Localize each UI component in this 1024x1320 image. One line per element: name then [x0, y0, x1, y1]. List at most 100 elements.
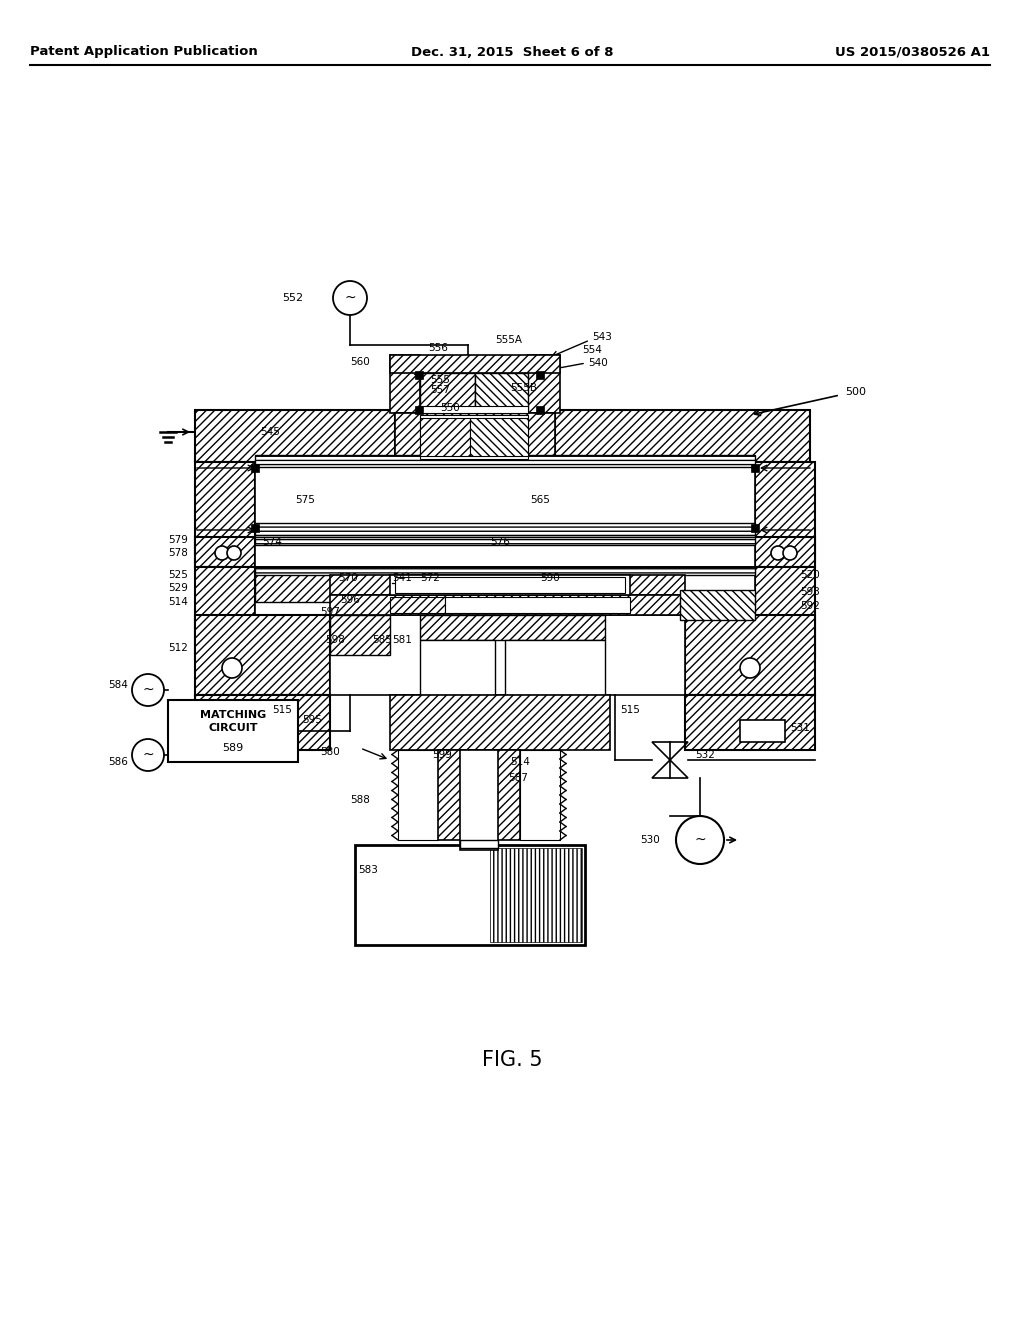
Text: CIRCUIT: CIRCUIT	[208, 723, 258, 733]
Text: 574: 574	[262, 537, 282, 546]
Text: 557: 557	[430, 385, 450, 395]
Bar	[751, 465, 759, 473]
Bar	[415, 371, 423, 379]
Text: 515: 515	[620, 705, 640, 715]
Text: 579: 579	[168, 535, 188, 545]
Text: 555A: 555A	[495, 335, 522, 345]
Text: Dec. 31, 2015  Sheet 6 of 8: Dec. 31, 2015 Sheet 6 of 8	[411, 45, 613, 58]
Text: 599: 599	[432, 750, 452, 760]
Bar	[255, 537, 755, 545]
Bar	[390, 355, 420, 413]
Bar	[415, 407, 423, 414]
Bar	[195, 462, 255, 562]
Bar	[420, 414, 528, 459]
Bar	[390, 576, 630, 595]
Text: 520: 520	[800, 570, 820, 579]
Bar	[255, 568, 755, 657]
Bar	[395, 577, 625, 593]
Bar	[255, 568, 755, 576]
Text: 565: 565	[530, 495, 550, 506]
Text: 552: 552	[282, 293, 303, 304]
Bar	[195, 537, 255, 568]
Text: 555: 555	[430, 375, 450, 385]
Bar	[251, 465, 259, 473]
Text: Patent Application Publication: Patent Application Publication	[30, 45, 258, 58]
Text: 540: 540	[588, 358, 608, 368]
Bar	[755, 537, 815, 568]
Text: 584: 584	[109, 680, 128, 690]
Circle shape	[227, 546, 241, 560]
Text: 515: 515	[272, 705, 292, 715]
Circle shape	[215, 546, 229, 560]
Text: 597: 597	[319, 607, 340, 616]
Circle shape	[132, 675, 164, 706]
Bar	[330, 615, 685, 696]
Text: 514: 514	[168, 597, 188, 607]
Bar	[390, 597, 445, 612]
Bar	[751, 524, 759, 532]
Bar	[195, 568, 255, 657]
Text: 560: 560	[350, 356, 370, 367]
Text: 581: 581	[392, 635, 412, 645]
Text: 586: 586	[109, 756, 128, 767]
Text: 576: 576	[490, 537, 510, 546]
Circle shape	[783, 546, 797, 560]
Bar	[685, 615, 815, 696]
Text: 529: 529	[168, 583, 188, 593]
Circle shape	[676, 816, 724, 865]
Text: 570: 570	[338, 573, 358, 583]
Text: 587: 587	[508, 774, 528, 783]
Bar	[195, 411, 395, 462]
Text: 545: 545	[260, 426, 280, 437]
Bar	[420, 615, 605, 640]
Bar	[390, 355, 560, 374]
Bar	[528, 355, 560, 413]
Bar	[420, 407, 528, 413]
Bar	[255, 455, 755, 467]
Bar	[355, 845, 585, 945]
Text: 532: 532	[695, 750, 715, 760]
Text: 596: 596	[340, 595, 359, 605]
Text: 593: 593	[800, 587, 820, 597]
Text: 595: 595	[302, 715, 322, 725]
Bar	[330, 595, 685, 615]
Bar	[168, 700, 298, 762]
Bar	[505, 640, 605, 696]
Bar	[420, 640, 495, 696]
Text: 525: 525	[168, 570, 188, 579]
Bar	[395, 413, 555, 462]
Text: 578: 578	[168, 548, 188, 558]
Text: 580: 580	[321, 747, 340, 756]
Circle shape	[132, 739, 164, 771]
Text: 556: 556	[428, 343, 447, 352]
Bar	[460, 840, 498, 847]
Bar	[520, 750, 560, 840]
Bar	[460, 750, 498, 850]
Text: 550: 550	[440, 403, 460, 413]
Text: 572: 572	[420, 573, 440, 583]
Circle shape	[222, 657, 242, 678]
Text: US 2015/0380526 A1: US 2015/0380526 A1	[835, 45, 990, 58]
Bar	[755, 568, 815, 657]
Text: 589: 589	[222, 743, 244, 752]
Bar	[475, 374, 528, 413]
Text: 592: 592	[800, 601, 820, 611]
Text: 590: 590	[540, 573, 560, 583]
Bar	[390, 696, 610, 750]
Text: 514: 514	[510, 756, 529, 767]
Bar	[536, 407, 544, 414]
Bar	[755, 462, 815, 562]
Circle shape	[333, 281, 367, 315]
Text: 512: 512	[168, 643, 188, 653]
Text: ~: ~	[344, 290, 355, 305]
Bar	[490, 847, 582, 942]
Text: 543: 543	[592, 333, 612, 342]
Bar	[680, 590, 755, 620]
Text: 531: 531	[790, 723, 810, 733]
Text: 530: 530	[640, 836, 660, 845]
Bar	[470, 418, 528, 455]
Text: 588: 588	[350, 795, 370, 805]
Bar	[255, 462, 755, 537]
Bar	[420, 418, 470, 455]
Bar	[740, 719, 785, 742]
